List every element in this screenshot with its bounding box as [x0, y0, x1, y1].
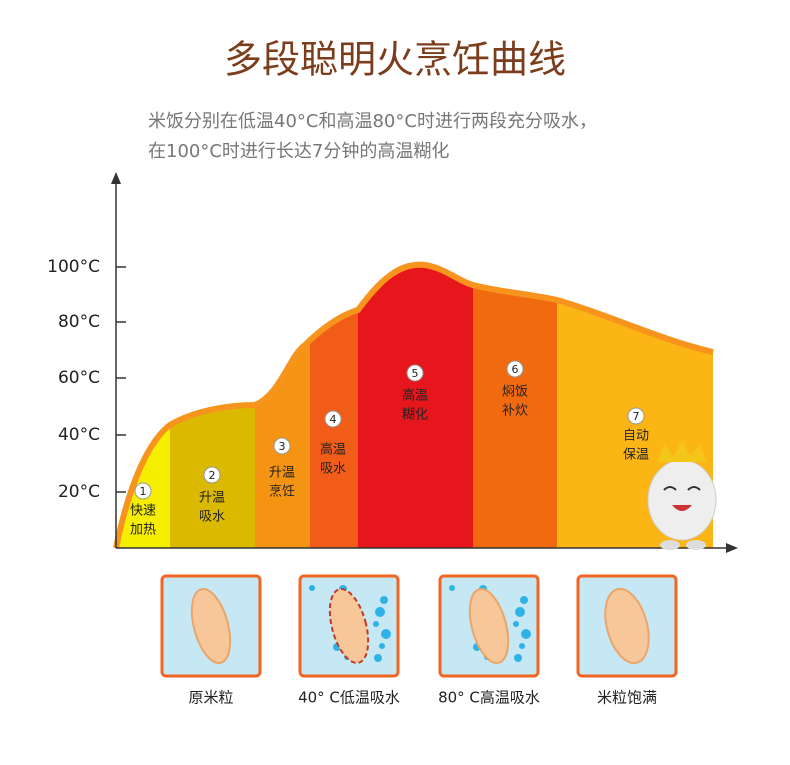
rice-grain: [190, 588, 232, 664]
stage-badge: [273, 437, 291, 455]
bubble: [381, 629, 391, 639]
rice-grain: [468, 588, 510, 664]
rice-caption: 米粒饱满: [597, 689, 657, 707]
stage-label: 焖饭: [502, 385, 528, 400]
stage-label: 吸水: [199, 510, 225, 525]
bubble: [373, 621, 379, 627]
bubble: [374, 654, 382, 662]
stage-number: 2: [209, 469, 216, 482]
mascot: [647, 440, 717, 550]
stage-number: 6: [512, 363, 519, 376]
bubble: [379, 643, 385, 649]
stage-number: 3: [279, 440, 286, 453]
bubble: [520, 596, 528, 604]
rice-caption: 40° C低温吸水: [298, 689, 400, 707]
stage-label: 加热: [130, 523, 156, 538]
stage-number: 1: [140, 485, 147, 498]
bubble: [449, 585, 455, 591]
bubble: [519, 643, 525, 649]
bubble: [514, 654, 522, 662]
bubble: [513, 621, 519, 627]
stage-label: 吸水: [320, 462, 346, 477]
stage-label: 高温: [320, 442, 346, 458]
bubble: [521, 629, 531, 639]
rice-caption: 原米粒: [188, 689, 233, 707]
stage-number: 7: [633, 410, 640, 423]
stage-badge: [506, 360, 524, 378]
stage-badge: [203, 466, 221, 484]
bubble: [515, 607, 525, 617]
y-label: 20°C: [58, 482, 100, 502]
stage-label: 糊化: [402, 407, 428, 423]
stage-badge: [406, 364, 424, 382]
y-label: 40°C: [58, 425, 100, 445]
stage-label: 升温: [269, 466, 295, 481]
stage-label: 快速: [130, 504, 156, 519]
stage-badge: [627, 407, 645, 425]
subtitle: 在100°C时进行长达7分钟的高温糊化: [148, 141, 449, 162]
stage-badge: [324, 410, 342, 428]
y-label: 100°C: [47, 257, 100, 277]
arrow: [111, 172, 121, 184]
arrow: [726, 543, 738, 553]
y-label: 80°C: [58, 312, 100, 332]
subtitle: 米饭分别在低温40°C和高温80°C时进行两段充分吸水，: [148, 111, 597, 132]
y-label: 60°C: [58, 368, 100, 388]
rice-grain: [328, 588, 370, 664]
stage-label: 升温: [199, 491, 225, 506]
rice-caption: 80° C高温吸水: [438, 689, 540, 707]
rice-grain: [604, 587, 650, 665]
bubble: [375, 607, 385, 617]
stage-label: 烹饪: [269, 485, 295, 500]
stage-label: 高温: [402, 388, 428, 404]
stage-number: 5: [412, 367, 419, 380]
stage-number: 4: [330, 413, 337, 426]
stage-label: 补炊: [502, 404, 528, 419]
stage-badge: [134, 482, 152, 500]
curve: [113, 261, 714, 549]
title: 多段聪明火烹饪曲线: [224, 38, 566, 82]
bubble: [380, 596, 388, 604]
bubble: [309, 585, 315, 591]
stage-label: 保温: [623, 448, 649, 463]
stage-label: 自动: [623, 429, 649, 444]
